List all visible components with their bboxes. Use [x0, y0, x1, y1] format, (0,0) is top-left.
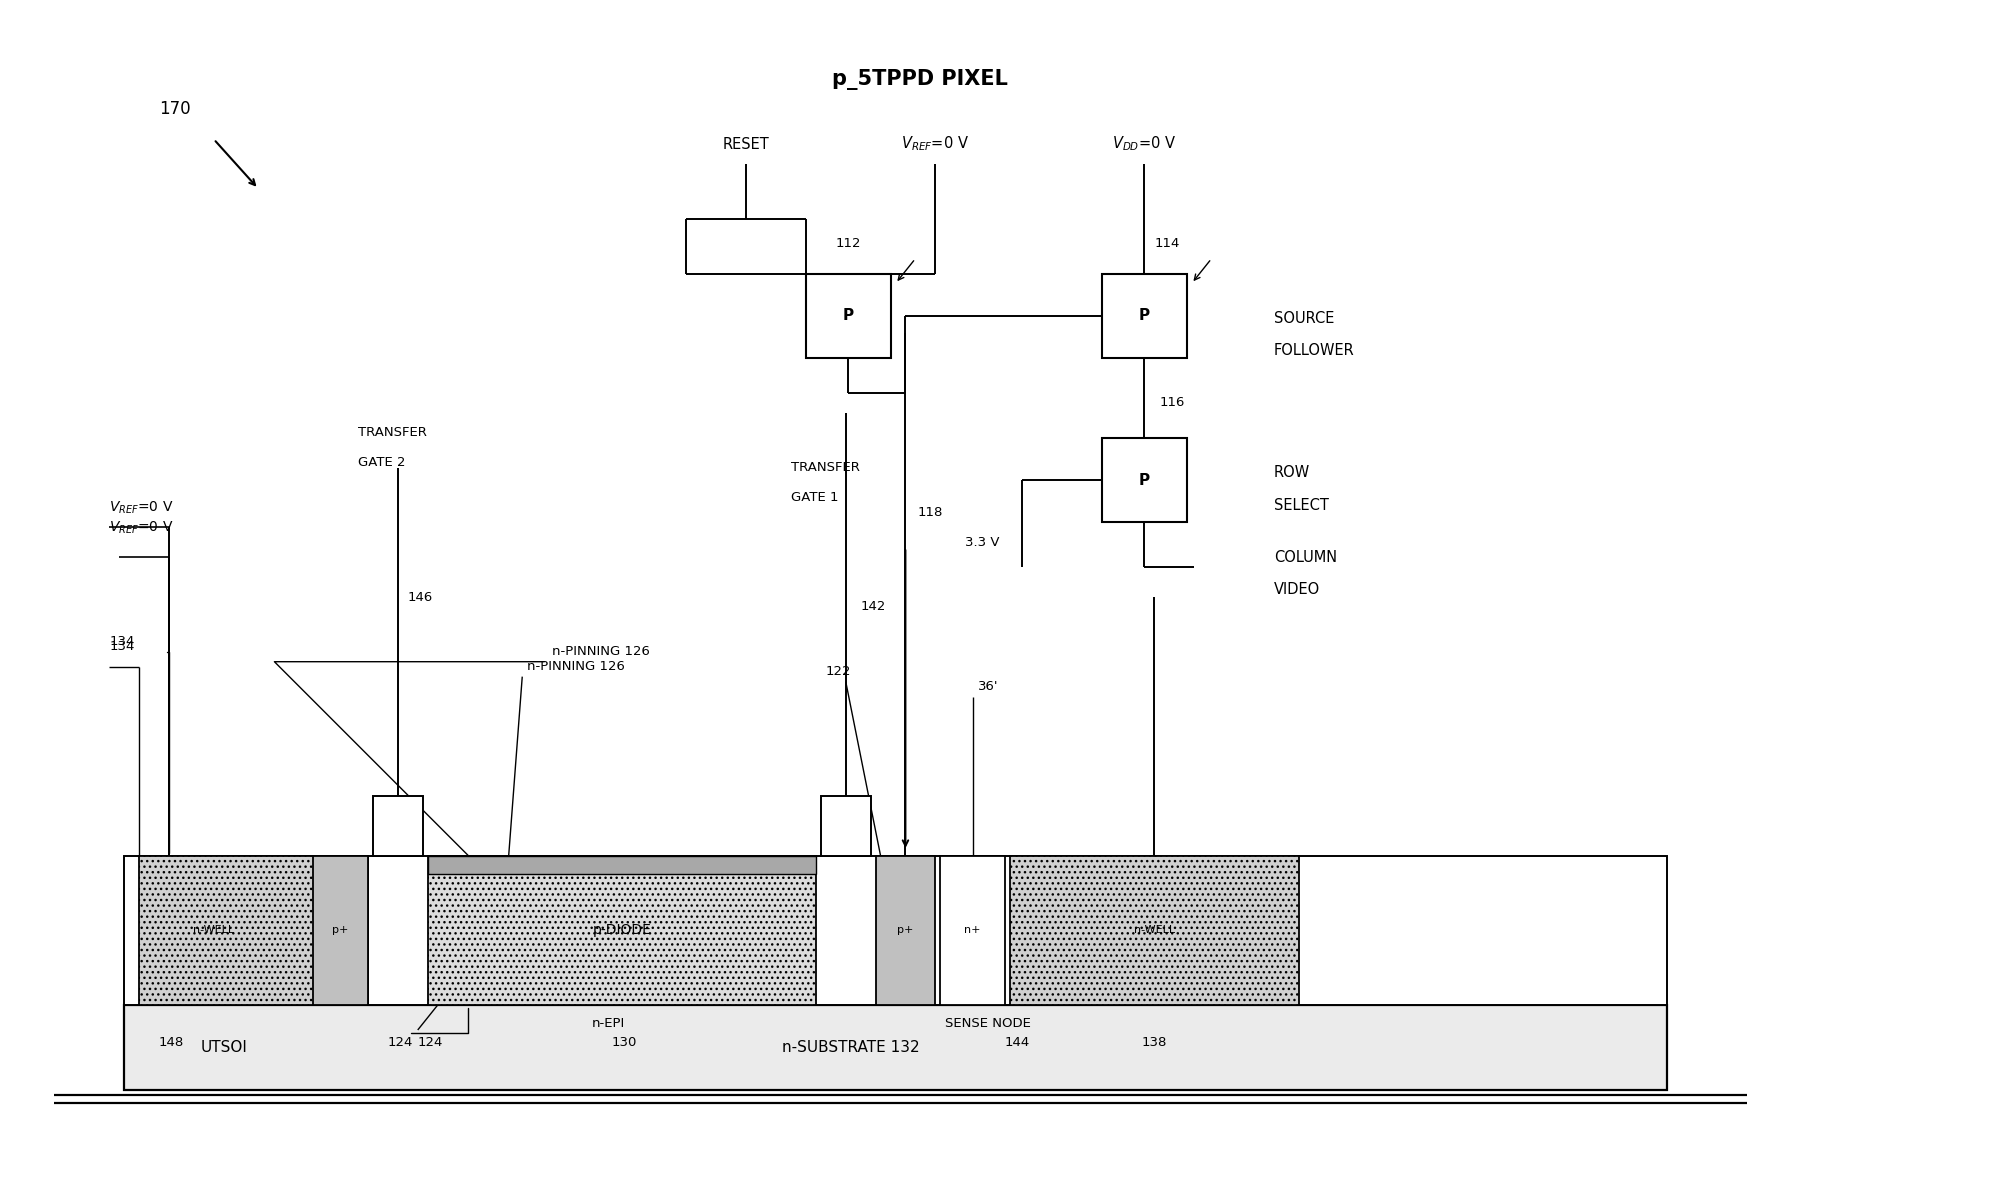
Text: n+: n+ [964, 925, 980, 935]
Bar [1011, 856, 1298, 1005]
Text: 114: 114 [1155, 237, 1179, 250]
Text: 118: 118 [918, 506, 942, 519]
Text: 124: 124 [418, 1037, 444, 1050]
Bar [125, 856, 1667, 1005]
Text: n-PINNING 126: n-PINNING 126 [552, 645, 651, 658]
Text: 144: 144 [1004, 1037, 1031, 1050]
Bar [374, 796, 422, 856]
Text: 170: 170 [159, 101, 191, 119]
Text: P: P [1139, 473, 1149, 487]
Text: 116: 116 [1159, 396, 1185, 409]
Text: 134: 134 [108, 636, 135, 649]
Text: p-DIODE: p-DIODE [593, 923, 651, 937]
Text: n-WELL: n-WELL [1133, 925, 1175, 935]
Text: n-EPI: n-EPI [593, 1016, 625, 1029]
Text: SELECT: SELECT [1274, 498, 1328, 514]
Text: p+: p+ [898, 925, 914, 935]
Text: VIDEO: VIDEO [1274, 582, 1320, 596]
Text: COLUMN: COLUMN [1274, 549, 1336, 565]
Text: 112: 112 [836, 237, 862, 250]
Text: GATE 2: GATE 2 [358, 456, 406, 469]
Text: 142: 142 [860, 601, 886, 613]
Text: 138: 138 [1141, 1037, 1167, 1050]
Text: P: P [1139, 309, 1149, 323]
Bar [806, 274, 890, 358]
Text: GATE 1: GATE 1 [792, 491, 838, 504]
Text: $V_{REF}$=0 V: $V_{REF}$=0 V [108, 519, 173, 535]
Bar [822, 796, 870, 856]
Text: p+: p+ [331, 925, 350, 935]
Bar [428, 856, 816, 874]
Bar [313, 856, 368, 1005]
Text: SENSE NODE: SENSE NODE [946, 1016, 1031, 1029]
Bar [1103, 438, 1187, 522]
Text: n-PINNING 126: n-PINNING 126 [526, 661, 625, 673]
Text: SOURCE: SOURCE [1274, 311, 1334, 326]
Text: 3.3 V: 3.3 V [964, 536, 1000, 548]
Text: 124: 124 [388, 1037, 412, 1050]
Text: TRANSFER: TRANSFER [792, 461, 860, 474]
Text: n-SUBSTRATE 132: n-SUBSTRATE 132 [782, 1040, 920, 1056]
Text: ROW: ROW [1274, 466, 1310, 480]
Bar [125, 1005, 1667, 1089]
Text: P: P [842, 309, 854, 323]
Text: 122: 122 [826, 666, 852, 679]
Bar [1103, 274, 1187, 358]
Text: UTSOI: UTSOI [201, 1040, 247, 1056]
Text: n-WELL: n-WELL [193, 925, 235, 935]
Text: $V_{DD}$=0 V: $V_{DD}$=0 V [1113, 135, 1177, 153]
Text: 36': 36' [978, 680, 998, 693]
Bar [940, 856, 1004, 1005]
Text: TRANSFER: TRANSFER [358, 426, 426, 439]
Text: FOLLOWER: FOLLOWER [1274, 342, 1354, 358]
Text: RESET: RESET [723, 136, 769, 152]
Bar [876, 856, 936, 1005]
Text: 148: 148 [159, 1037, 185, 1050]
Text: 134: 134 [108, 640, 135, 654]
Text: $V_{REF}$=0 V: $V_{REF}$=0 V [902, 135, 968, 153]
Text: 146: 146 [408, 590, 434, 603]
Text: 130: 130 [613, 1037, 637, 1050]
Text: p_5TPPD PIXEL: p_5TPPD PIXEL [832, 69, 1009, 90]
Bar [428, 856, 816, 1005]
Text: $V_{REF}$=0 V: $V_{REF}$=0 V [108, 499, 173, 516]
Bar [139, 856, 368, 1005]
